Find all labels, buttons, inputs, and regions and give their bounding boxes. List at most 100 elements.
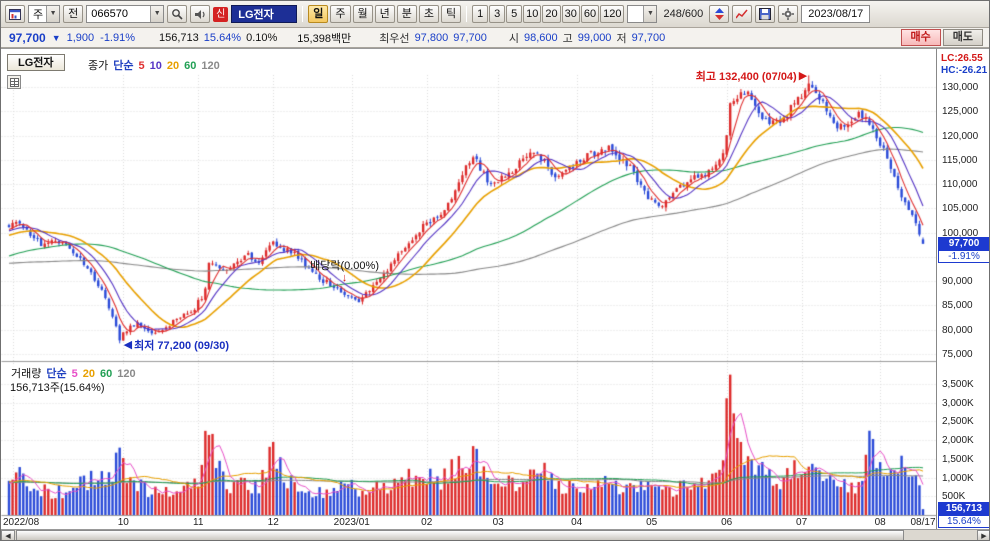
chart-area: LG전자 종가 단순 5 10 20 60 120 거래량 단순 5 20 60 120 156,71… <box>1 48 936 529</box>
current-price-badge: 97,700 <box>938 236 989 250</box>
scrollbar-thumb[interactable] <box>16 530 904 540</box>
volume-axis-label: 500K <box>942 491 966 503</box>
current-change-pct-badge: -1.91% <box>938 249 989 263</box>
price-volume-canvas[interactable] <box>1 49 936 519</box>
scroll-right-icon[interactable]: ▶ <box>977 530 989 540</box>
annotation-high-label: 최고 132,400 (07/04) <box>695 71 797 84</box>
price-change-pct: -1.91% <box>100 31 136 44</box>
updown-arrows-icon[interactable] <box>709 5 730 23</box>
price-change: 1,900 <box>66 31 95 44</box>
gear-icon[interactable] <box>778 5 799 23</box>
interval-button-60[interactable]: 60 <box>580 5 600 23</box>
annotation-low-label: 최저 77,200 (09/30) <box>134 340 229 353</box>
low-label: 저 <box>616 32 627 45</box>
chevron-down-icon[interactable]: ▼ <box>150 6 164 22</box>
best-quote-label: 최우선 <box>379 32 410 45</box>
horizontal-scrollbar[interactable]: ◀ ▶ <box>1 529 989 540</box>
interval-button-120[interactable]: 120 <box>600 5 625 23</box>
search-icon[interactable] <box>167 5 188 23</box>
price-down-arrow-icon: ▼ <box>51 32 61 43</box>
open-value: 98,600 <box>524 31 558 44</box>
speaker-icon[interactable] <box>190 5 211 23</box>
period-button-년[interactable]: 년 <box>374 5 395 23</box>
arrow-down-icon: ↓ <box>341 271 348 284</box>
current-volume-pct-badge: 15.64% <box>938 515 989 529</box>
jeon-button[interactable]: 전 <box>63 5 84 23</box>
toolbar-separator <box>466 6 468 22</box>
interval-button-20[interactable]: 20 <box>542 5 561 23</box>
scroll-left-icon[interactable]: ◀ <box>1 530 15 540</box>
period-button-분[interactable]: 분 <box>396 5 417 23</box>
period-button-주[interactable]: 주 <box>330 5 351 23</box>
volume-current-text: 156,713주(15.64%) <box>10 379 105 395</box>
volume-axis-label: 3,000K <box>942 397 974 409</box>
date-field[interactable]: 2023/08/17 <box>801 5 871 23</box>
stock-code-combo: ▼ <box>86 5 165 23</box>
x-axis-label: 11 <box>193 517 204 528</box>
extra-dropdown[interactable]: ▼ <box>627 5 658 23</box>
period-button-초[interactable]: 초 <box>418 5 439 23</box>
interval-button-5[interactable]: 5 <box>506 5 523 23</box>
sell-button[interactable]: 매도 <box>942 29 983 46</box>
price-axis-label: 85,000 <box>942 300 973 312</box>
price-axis-label: 130,000 <box>942 82 979 93</box>
stock-name-field[interactable]: LG전자 <box>231 5 298 23</box>
annotation-high: 최고 132,400 (07/04) ▶ <box>696 68 807 84</box>
x-axis-label: 04 <box>571 517 583 528</box>
legend-name: 종가 <box>88 60 109 72</box>
trendline-icon[interactable] <box>732 5 753 23</box>
volume-axis-label: 2,000K <box>942 435 974 447</box>
window-icon[interactable] <box>5 5 25 23</box>
interval-button-30[interactable]: 30 <box>561 5 580 23</box>
period-button-틱[interactable]: 틱 <box>441 5 462 23</box>
interval-button-group: 1 3 5 10 20 30 60 120 <box>472 5 625 23</box>
x-axis-label: 02 <box>421 517 433 528</box>
x-axis-label: 07 <box>796 517 808 528</box>
stock-code-input[interactable] <box>91 8 148 20</box>
asset-type-dropdown[interactable]: 주 ▼ <box>28 5 61 23</box>
period-button-일[interactable]: 일 <box>308 5 329 23</box>
volume-axis-label: 3,500K <box>942 379 974 390</box>
x-axis-label: 05 <box>646 517 658 528</box>
new-badge: 신 <box>213 6 229 22</box>
open-label: 시 <box>508 32 519 45</box>
x-axis-label: 03 <box>492 517 504 528</box>
volume-ratio: 15.64% <box>203 31 242 44</box>
best-ask: 97,800 <box>414 31 449 44</box>
save-icon[interactable] <box>755 5 776 23</box>
period-button-월[interactable]: 월 <box>352 5 373 23</box>
price-axis-label: 100,000 <box>942 227 979 239</box>
price-axis-label: 75,000 <box>942 349 973 360</box>
interval-button-3[interactable]: 3 <box>489 5 506 23</box>
volume-axis-label: 1,500K <box>942 453 974 465</box>
chart-grid-icon[interactable] <box>7 75 21 89</box>
high-value: 99,000 <box>577 31 612 44</box>
volume-legend: 거래량 단순 5 20 60 120 <box>8 365 144 381</box>
legend-period-10: 10 <box>149 60 162 72</box>
chart-tab[interactable]: LG전자 <box>7 54 65 71</box>
arrow-right-icon: ▶ <box>798 70 808 83</box>
turnover-pct: 0.10% <box>246 31 278 44</box>
legend-period-20: 20 <box>166 60 180 72</box>
annotation-low: ◀ 최저 77,200 (09/30) <box>124 337 229 353</box>
interval-button-10[interactable]: 10 <box>523 5 542 23</box>
legend-period-20: 20 <box>82 368 95 380</box>
legend-type: 단순 <box>113 60 134 72</box>
legend-period-5: 5 <box>138 60 145 72</box>
x-axis-label: 08/17 <box>910 517 936 528</box>
annotation-dividend-label: 배당락(0.00%) <box>310 259 379 272</box>
price-axis-label: 105,000 <box>942 203 979 215</box>
interval-button-1[interactable]: 1 <box>472 5 489 23</box>
high-label: 고 <box>562 32 573 45</box>
current-volume-badge: 156,713 <box>938 502 989 516</box>
price-axis-label: 115,000 <box>942 154 978 166</box>
price-axis-label: 80,000 <box>942 324 973 336</box>
x-axis-label: 10 <box>117 517 129 528</box>
best-bid: 97,700 <box>453 31 487 44</box>
legend-period-60: 60 <box>184 60 197 72</box>
buy-button[interactable]: 매수 <box>900 29 941 46</box>
price-axis-label: 110,000 <box>942 179 978 191</box>
price-axis: LC:26.55 HC:-26.21 97,700 -1.91% 156,713… <box>936 48 989 529</box>
